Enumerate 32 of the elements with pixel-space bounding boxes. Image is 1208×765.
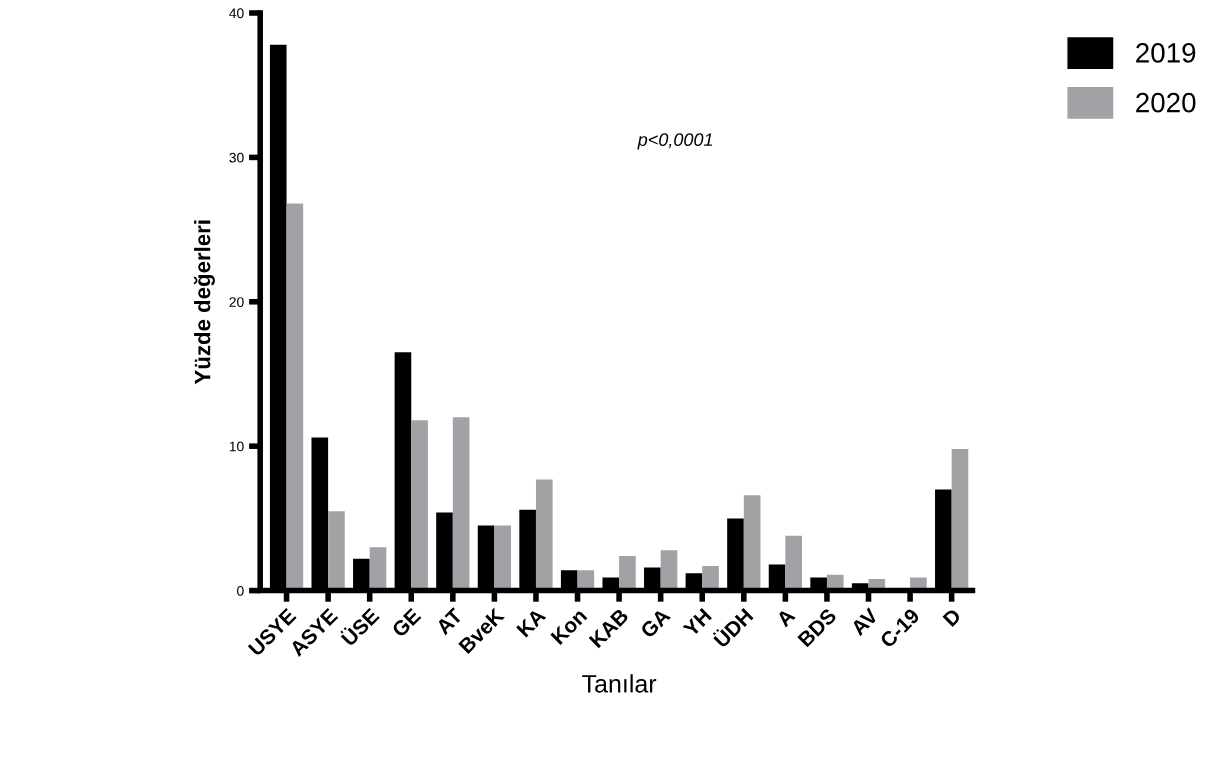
x-tick-label: AV [850, 607, 880, 637]
bar [452, 417, 470, 591]
x-tick-label: YH [682, 608, 712, 638]
bar [494, 525, 512, 591]
bar [951, 449, 969, 591]
legend-label: 2020 [1136, 92, 1196, 113]
x-tick-label: KA [516, 607, 547, 638]
x-tick-label: Kon [550, 608, 588, 646]
annotation: p<0,0001 [637, 133, 713, 150]
bar [369, 547, 387, 591]
bar [619, 555, 636, 591]
bar [328, 511, 345, 591]
bar [785, 535, 803, 591]
y-tick-label: 10 [229, 441, 244, 452]
legend-label: 2019 [1136, 43, 1196, 63]
y-tick-label: 30 [229, 152, 244, 163]
bar [411, 420, 428, 591]
bar [660, 550, 678, 591]
y-tick-label: 40 [229, 8, 244, 19]
x-axis-title: Tanılar [582, 674, 657, 693]
y-tick-label: 20 [229, 297, 244, 307]
bar [286, 203, 304, 591]
bar [743, 495, 761, 591]
x-tick-label: GA [639, 607, 672, 639]
x-tick-label: AT [435, 607, 464, 636]
x-tick-label: A [775, 607, 796, 628]
x-tick-label: GE [390, 607, 422, 639]
y-axis-title: Yüzde değerleri [193, 220, 215, 385]
bar [535, 479, 553, 591]
x-tick-label: D [942, 607, 962, 627]
y-tick-label: 0 [237, 585, 244, 596]
bar [702, 566, 719, 591]
